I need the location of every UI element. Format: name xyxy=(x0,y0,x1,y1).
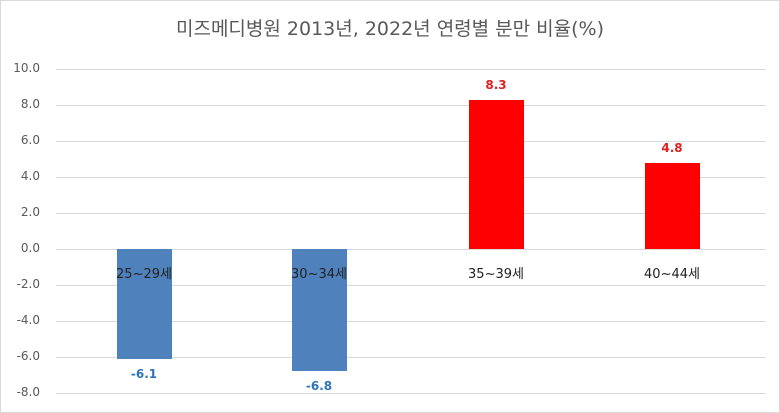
y-tick-label: 0.0 xyxy=(20,241,40,255)
y-tick-label: -2.0 xyxy=(16,277,40,291)
y-tick-label: -4.0 xyxy=(16,313,40,327)
chart-title: 미즈메디병원 2013년, 2022년 연령별 분만 비율(%) xyxy=(175,18,605,40)
bar xyxy=(117,249,172,359)
y-tick-label: 4.0 xyxy=(20,169,40,183)
y-tick-label: 10.0 xyxy=(13,61,40,75)
category-label: 30~34세 xyxy=(291,267,347,282)
y-tick-label: -8.0 xyxy=(16,385,40,399)
gridline xyxy=(56,285,766,286)
category-label: 40~44세 xyxy=(644,267,700,282)
bar xyxy=(645,162,700,249)
data-label: 8.3 xyxy=(485,77,507,92)
y-tick-label: 8.0 xyxy=(20,97,40,111)
gridline xyxy=(56,69,766,70)
data-label: -6.8 xyxy=(305,379,333,394)
gridline xyxy=(56,105,766,106)
gridline xyxy=(56,321,766,322)
category-label: 25~29세 xyxy=(116,267,172,282)
data-label: -6.1 xyxy=(130,366,158,381)
y-tick-label: 2.0 xyxy=(20,205,40,219)
gridline xyxy=(56,213,766,214)
gridline xyxy=(56,249,766,250)
gridline xyxy=(56,357,766,358)
bar xyxy=(469,99,524,249)
y-tick-label: -6.0 xyxy=(16,349,40,363)
category-label: 35~39세 xyxy=(468,267,524,282)
gridline xyxy=(56,177,766,178)
y-tick-label: 6.0 xyxy=(20,133,40,147)
data-label: 4.8 xyxy=(661,140,683,155)
gridline xyxy=(56,393,766,394)
gridline xyxy=(56,141,766,142)
bar xyxy=(292,249,347,372)
